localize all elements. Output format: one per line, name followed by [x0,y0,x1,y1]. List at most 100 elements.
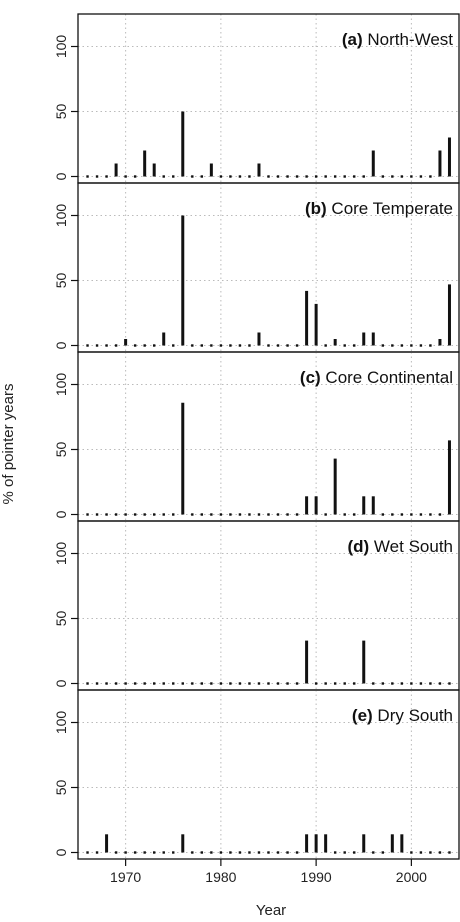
zero-point [172,344,175,347]
plot-layer: 0 50 100 (a) North-West 0 50 100 (b) Core Tempe… [53,13,460,885]
zero-point [324,682,327,685]
zero-point [276,175,280,178]
y-axis-label: % of pointer years [0,384,17,505]
zero-point [400,513,404,516]
panel-name: Core Continental [321,368,453,387]
zero-point [333,175,337,178]
zero-point [162,175,165,178]
zero-point [353,513,356,516]
panel-name: Core Temperate [327,199,453,218]
zero-point [153,851,156,854]
zero-point [114,513,118,516]
zero-point [95,851,99,854]
zero-point [143,344,146,347]
zero-point [267,175,270,178]
panel-title: (b) Core Temperate [305,199,453,218]
zero-point [229,851,232,854]
zero-point [114,344,118,347]
zero-point [172,175,175,178]
zero-point [86,851,89,854]
zero-point [429,513,432,516]
y-tick-label: 100 [53,204,69,228]
zero-point [248,682,251,685]
zero-point [210,344,213,347]
zero-point [295,851,299,854]
panel-letter: (c) [300,368,321,387]
zero-point [162,851,165,854]
zero-point [286,682,289,685]
zero-point [267,682,270,685]
zero-point [333,851,337,854]
zero-point [248,851,251,854]
zero-point [343,682,346,685]
zero-point [200,682,204,685]
zero-point [391,682,394,685]
zero-point [438,851,442,854]
zero-point [276,682,280,685]
zero-point [276,513,280,516]
zero-point [200,851,204,854]
zero-point [372,851,375,854]
zero-point [410,851,413,854]
zero-point [238,682,242,685]
zero-point [238,344,242,347]
zero-point [295,682,299,685]
zero-point [353,344,356,347]
zero-point [400,344,404,347]
zero-point [95,682,99,685]
zero-point [286,851,289,854]
zero-point [324,175,327,178]
zero-point [124,513,127,516]
zero-point [133,682,137,685]
zero-point [343,344,346,347]
zero-point [124,682,127,685]
zero-point [219,513,223,516]
zero-point [153,682,156,685]
zero-point [410,344,413,347]
panel-title: (a) North-West [342,30,453,49]
y-tick-label: 50 [53,780,69,796]
zero-point [324,344,327,347]
zero-point [95,344,99,347]
zero-point [200,344,204,347]
zero-point [210,682,213,685]
zero-point [238,175,242,178]
zero-point [105,513,108,516]
y-tick-label: 0 [53,510,69,518]
panel-name: Wet South [369,537,453,556]
zero-point [267,851,270,854]
x-tick-label: 1990 [301,869,332,885]
zero-point [372,682,375,685]
zero-point [286,344,289,347]
zero-point [391,344,394,347]
zero-point [191,682,194,685]
zero-point [429,344,432,347]
y-tick-label: 100 [53,373,69,397]
zero-point [314,175,318,178]
zero-point [219,175,223,178]
zero-point [343,513,346,516]
zero-point [305,175,308,178]
zero-point [172,682,175,685]
zero-point [200,513,204,516]
zero-point [162,513,165,516]
zero-point [343,175,346,178]
zero-point [353,682,356,685]
zero-point [105,682,108,685]
zero-point [95,175,99,178]
zero-point [133,851,137,854]
zero-point [143,513,146,516]
zero-point [133,175,137,178]
zero-point [114,682,118,685]
zero-point [381,344,384,347]
x-tick-label: 2000 [396,869,427,885]
zero-point [419,851,423,854]
zero-point [391,175,394,178]
zero-point [238,513,242,516]
zero-point [219,344,223,347]
zero-point [219,851,223,854]
panel-letter: (e) [352,706,373,725]
zero-point [124,175,127,178]
zero-point [353,175,356,178]
zero-point [295,175,299,178]
